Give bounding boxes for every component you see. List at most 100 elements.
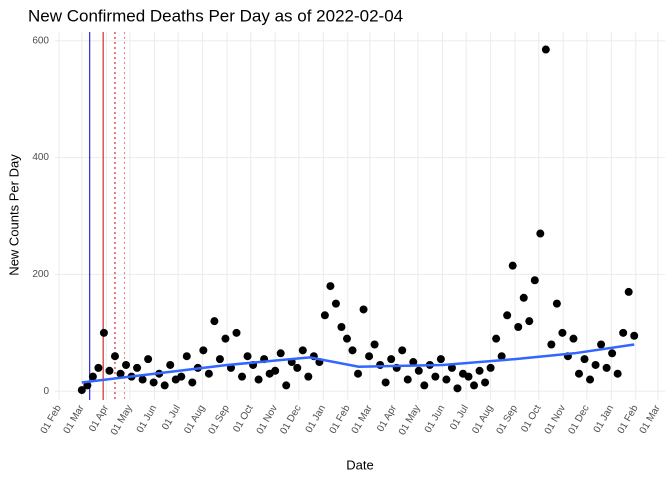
point [387,355,396,364]
point [420,381,429,390]
x-tick-label: 01 May [109,403,135,437]
x-tick-label: 01 Oct [519,403,543,434]
trend-line [81,343,635,384]
point [238,372,247,381]
point [569,334,578,343]
point [243,352,252,361]
point [144,355,153,364]
chart-title: New Confirmed Deaths Per Day as of 2022-… [28,6,403,25]
x-tick-label: 01 Jun [135,403,160,435]
point [508,261,517,270]
point [381,378,390,387]
point [503,311,512,320]
point [492,334,501,343]
point [447,363,456,372]
point [597,340,606,349]
point [376,360,385,369]
point [204,369,213,378]
x-tick-label: 01 Dec [278,403,303,436]
point [320,311,329,320]
point [337,322,346,331]
point [298,346,307,355]
point [497,352,506,361]
point [365,352,374,361]
x-tick-label: 01 Mar [638,403,663,436]
x-tick-label: 01 Jan [592,403,617,435]
point [133,363,142,372]
point [348,346,357,355]
point [232,328,241,337]
point [519,293,528,302]
point [624,287,633,296]
point [122,360,131,369]
point [536,229,545,238]
x-tick-label: 01 Nov [543,403,568,436]
x-tick-label: 01 May [397,403,423,437]
x-tick-label: 01 Apr [375,403,399,434]
point [370,340,379,349]
point [475,366,484,375]
point [591,360,600,369]
point [160,381,169,390]
x-tick-label: 01 Apr [87,403,111,434]
point [88,372,97,381]
point [199,346,208,355]
point [166,360,175,369]
point [530,276,539,285]
point [342,334,351,343]
point [354,369,363,378]
x-tick-label: 01 Aug [182,403,207,435]
x-tick-label: 01 Jul [448,403,471,432]
point [221,334,230,343]
point [431,372,440,381]
x-axis-label: Date [346,457,373,472]
x-tick-label: 01 Mar [62,403,87,436]
point [215,355,224,364]
point [282,381,291,390]
point [326,282,335,291]
point [481,378,490,387]
x-tick-label: 01 Nov [255,403,280,436]
point [149,378,158,387]
point [574,369,583,378]
point [613,369,622,378]
point [94,363,103,372]
point [453,384,462,393]
point [293,363,302,372]
point [409,358,418,367]
y-axis-label: New Counts Per Day [6,154,21,276]
point [116,369,125,378]
point [541,45,550,54]
x-tick-label: 01 Jan [304,403,329,435]
point [619,328,628,337]
point [188,378,197,387]
point [210,317,219,326]
point [182,352,191,361]
point [271,366,280,375]
point [304,372,313,381]
x-tick-label: 01 Mar [350,403,375,436]
point [580,355,589,364]
point [331,299,340,308]
point [547,340,556,349]
x-tick-label: 01 Sep [495,403,521,436]
x-tick-label: 01 Jun [423,403,448,435]
point [83,381,92,390]
x-tick-label: 01 Aug [470,403,495,435]
point [608,349,617,358]
point [254,375,263,384]
point [514,322,523,331]
point [442,375,451,384]
x-tick-label: 01 Feb [39,403,64,436]
x-tick-label: 01 Sep [207,403,233,436]
point [398,346,407,355]
y-tick-label: 0 [43,386,49,397]
point [359,305,368,314]
point [464,372,473,381]
point [630,331,639,340]
y-tick-label: 400 [32,152,49,163]
y-tick-label: 200 [32,269,49,280]
point [99,328,108,337]
point [558,328,567,337]
